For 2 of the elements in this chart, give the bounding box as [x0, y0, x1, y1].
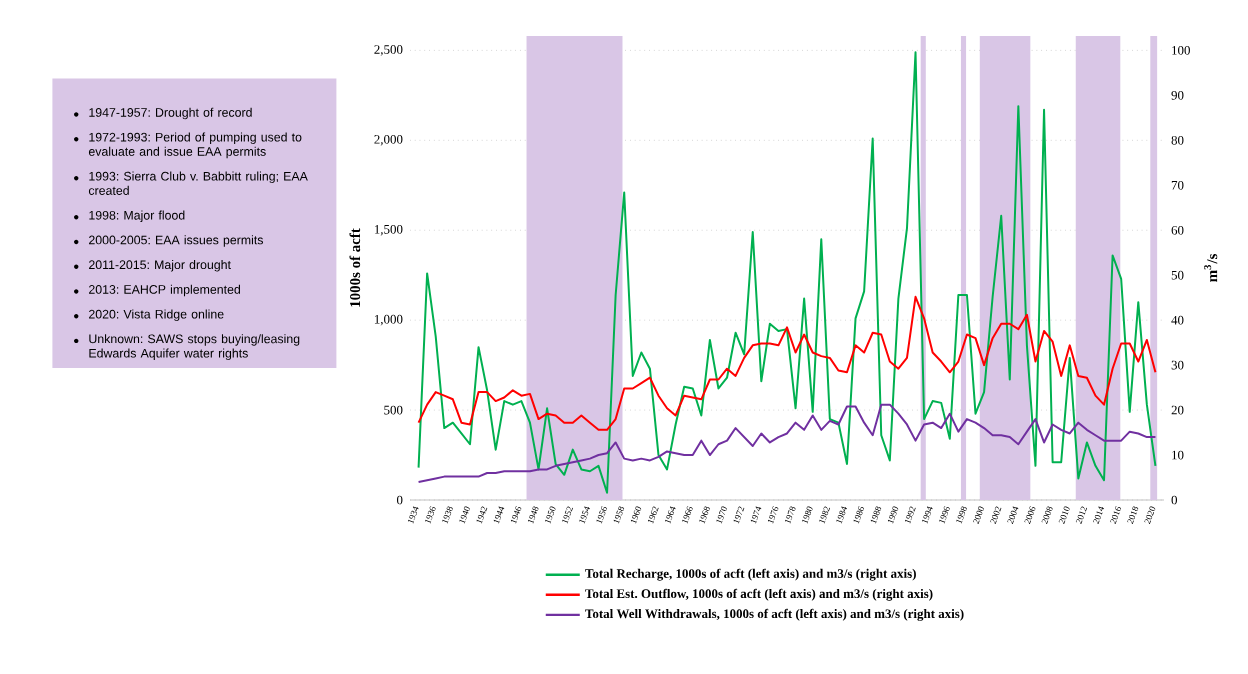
line-series [417, 295, 1157, 431]
line-series [417, 51, 1157, 494]
